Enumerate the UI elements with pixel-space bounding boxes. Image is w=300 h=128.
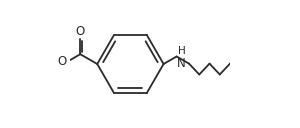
Text: O: O (76, 25, 85, 38)
Text: O: O (58, 55, 67, 68)
Text: H: H (178, 46, 186, 56)
Text: N: N (177, 57, 186, 70)
